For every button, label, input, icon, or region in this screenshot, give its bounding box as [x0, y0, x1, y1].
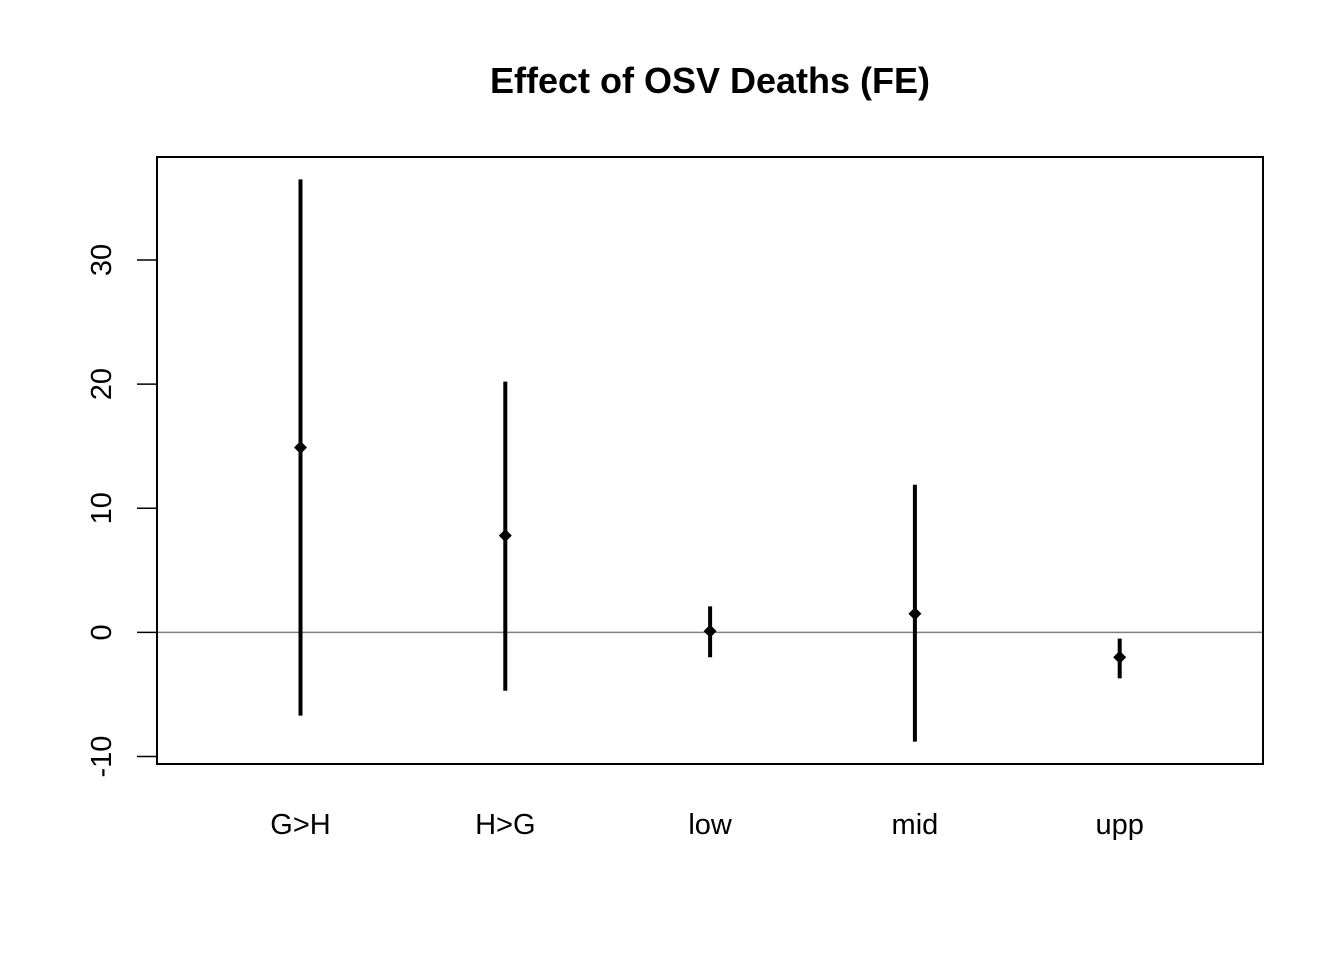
point-estimate-1 — [498, 529, 512, 543]
point-estimate-4 — [1113, 650, 1127, 664]
plot-marks — [294, 179, 1127, 742]
y-tick-label-2: 10 — [86, 492, 118, 524]
x-axis: G>H H>G low mid upp — [270, 809, 1144, 841]
point-estimate-0 — [294, 440, 307, 454]
y-tick-label-0: -10 — [86, 736, 118, 778]
x-tick-label-3: mid — [892, 809, 939, 841]
y-tick-label-4: 30 — [86, 244, 118, 276]
point-estimate-3 — [908, 607, 922, 621]
x-tick-label-2: low — [688, 809, 733, 841]
point-estimate-2 — [703, 624, 717, 638]
y-tick-label-3: 20 — [86, 368, 118, 400]
x-tick-label-1: H>G — [475, 809, 535, 841]
x-tick-label-4: upp — [1096, 809, 1144, 841]
x-tick-label-0: G>H — [270, 809, 330, 841]
y-tick-label-1: 0 — [86, 624, 118, 640]
plot-frame — [156, 156, 1264, 765]
chart-title: Effect of OSV Deaths (FE) — [490, 60, 930, 101]
